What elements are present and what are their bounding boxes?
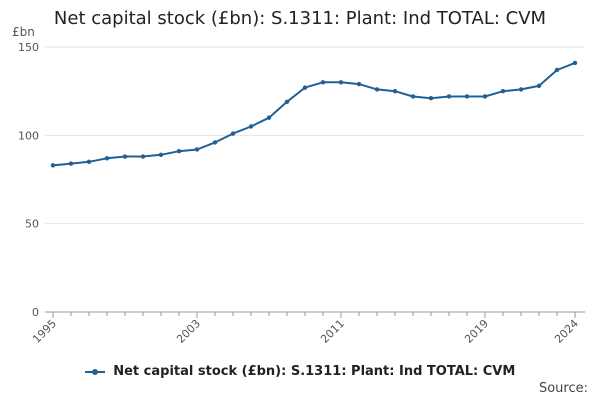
data-point[interactable] (284, 99, 290, 104)
data-point[interactable] (500, 88, 506, 94)
data-point[interactable] (536, 83, 542, 89)
data-point[interactable] (176, 149, 182, 154)
data-point[interactable] (554, 67, 560, 73)
data-point[interactable] (482, 94, 488, 99)
data-point[interactable] (86, 159, 92, 165)
x-tick-label: 1995 (30, 317, 59, 346)
data-point[interactable] (50, 163, 56, 168)
data-point[interactable] (212, 140, 218, 145)
data-point[interactable] (392, 88, 398, 94)
series-layer (50, 60, 578, 168)
data-point[interactable] (410, 94, 416, 99)
data-point[interactable] (122, 154, 128, 159)
y-tick-labels: 0 50 100 150 (18, 41, 39, 319)
x-tick-label: 2024 (552, 317, 581, 346)
data-point[interactable] (230, 131, 236, 136)
source-label: Source: (538, 381, 588, 396)
data-point[interactable] (194, 147, 200, 152)
data-point[interactable] (338, 80, 344, 85)
data-point[interactable] (104, 156, 110, 161)
y-tick-label: 50 (25, 218, 39, 231)
x-tick-label: 2019 (462, 317, 491, 346)
data-point[interactable] (302, 85, 308, 90)
axes (45, 311, 585, 318)
y-tick-label: 100 (18, 129, 39, 142)
grid-lines (45, 46, 585, 225)
data-point[interactable] (266, 115, 272, 120)
data-point[interactable] (374, 87, 380, 92)
data-point[interactable] (446, 94, 452, 99)
y-axis-unit-label: £bn (12, 25, 35, 39)
data-point[interactable] (572, 60, 578, 66)
chart-title: Net capital stock (£bn): S.1311: Plant: … (53, 8, 547, 29)
legend-swatch (84, 367, 105, 377)
data-point[interactable] (428, 96, 434, 101)
data-point[interactable] (518, 87, 524, 92)
legend: Net capital stock (£bn): S.1311: Plant: … (0, 364, 600, 379)
x-tick-label: 2003 (174, 317, 203, 346)
x-tick-label: 2011 (318, 317, 347, 346)
data-point[interactable] (140, 154, 146, 159)
data-point[interactable] (248, 124, 254, 129)
legend-label: Net capital stock (£bn): S.1311: Plant: … (113, 364, 516, 379)
series-line (52, 61, 576, 167)
x-tick-labels: 1995 2003 2011 2019 2024 (30, 317, 581, 346)
data-point[interactable] (356, 81, 362, 87)
y-tick-label: 0 (32, 306, 39, 319)
data-point[interactable] (68, 161, 74, 166)
y-tick-label: 150 (18, 41, 39, 54)
data-point[interactable] (320, 80, 326, 85)
data-point[interactable] (464, 94, 470, 99)
data-point[interactable] (158, 152, 164, 157)
